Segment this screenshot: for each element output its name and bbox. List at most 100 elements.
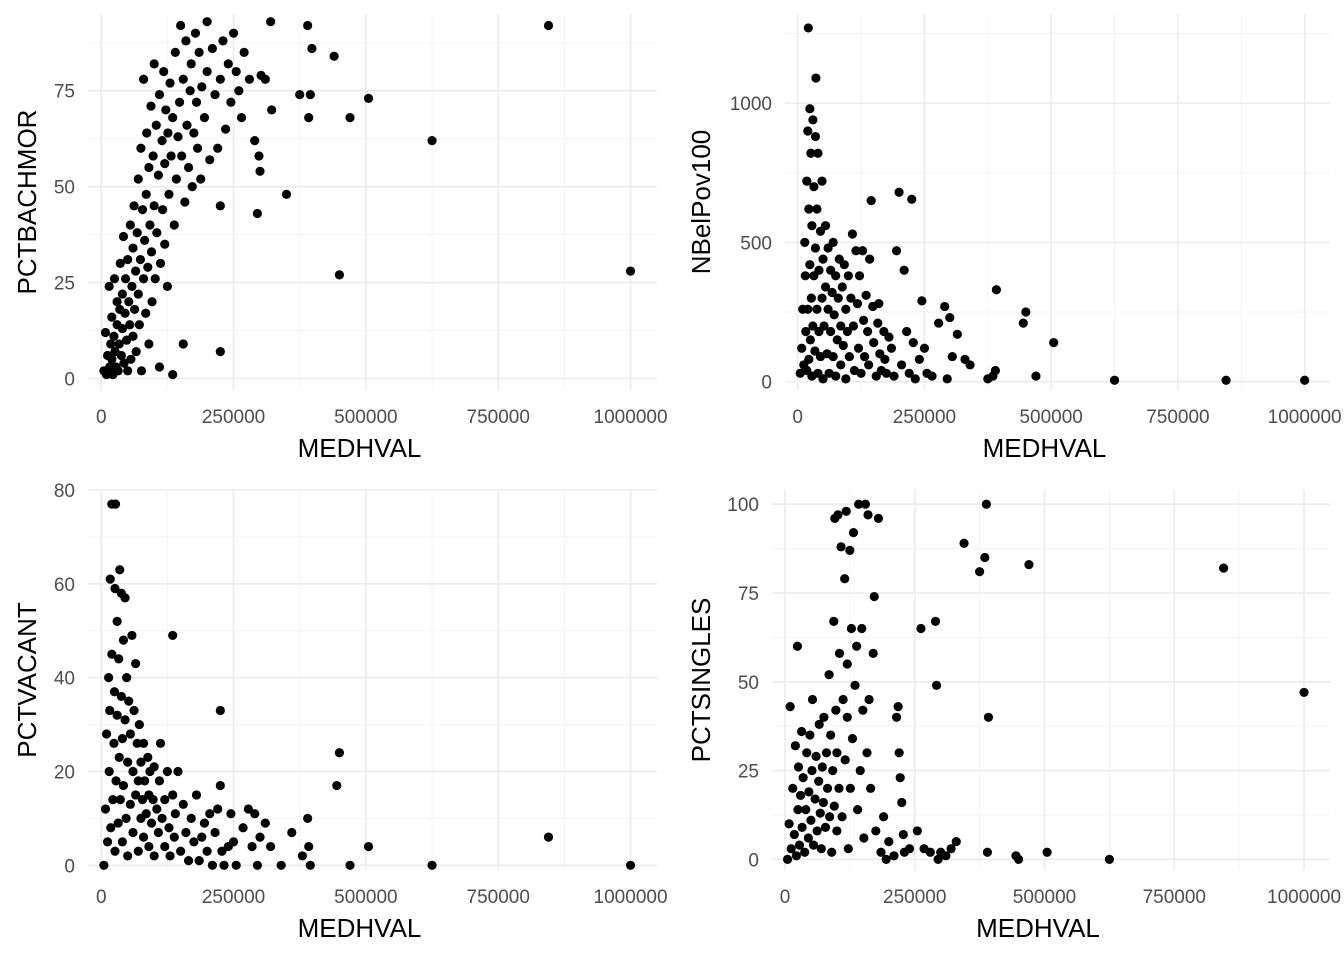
x-tick-label: 250000 (883, 887, 946, 908)
y-axis-title: PCTSINGLES (686, 598, 716, 763)
data-point (144, 841, 154, 852)
data-point (100, 327, 111, 338)
data-point (848, 528, 859, 538)
data-point (117, 734, 128, 744)
data-point (332, 780, 342, 791)
data-point (112, 616, 122, 626)
x-tick-label: 750000 (467, 407, 530, 428)
data-point (806, 815, 816, 825)
data-point (1299, 687, 1309, 698)
data-point (215, 780, 225, 791)
data-point (852, 641, 862, 651)
data-point (106, 823, 116, 833)
data-point (99, 860, 109, 870)
data-point (782, 854, 793, 864)
data-point (143, 262, 153, 272)
data-point (128, 331, 138, 341)
data-point (107, 649, 117, 659)
data-point (307, 43, 317, 54)
data-point (866, 783, 876, 793)
data-point (252, 860, 262, 870)
data-point (820, 282, 831, 292)
data-point (786, 844, 796, 854)
data-point (104, 673, 114, 683)
data-point (132, 738, 142, 748)
y-axis-title: PCTBACHMOR (12, 110, 42, 295)
data-point (853, 343, 864, 353)
data-point (138, 274, 149, 284)
data-point (168, 630, 178, 641)
x-tick-label: 1000000 (594, 887, 668, 908)
data-point (823, 304, 833, 314)
data-point (805, 260, 815, 270)
data-point (194, 47, 204, 57)
data-point (933, 854, 943, 864)
data-point (841, 374, 851, 384)
data-point (125, 799, 135, 809)
data-point (112, 710, 122, 720)
data-point (136, 143, 146, 153)
data-point (836, 542, 846, 552)
data-point (189, 128, 199, 138)
data-point (169, 220, 179, 230)
data-point (794, 840, 805, 850)
data-point (894, 748, 904, 758)
data-point (808, 321, 818, 331)
data-point (810, 131, 821, 142)
data-point (795, 790, 806, 801)
data-point (842, 659, 852, 669)
data-point (168, 112, 178, 123)
data-point (117, 324, 128, 334)
data-point (850, 680, 860, 690)
data-point (173, 766, 183, 777)
data-point (843, 844, 853, 854)
data-point (826, 326, 836, 337)
data-point (829, 310, 839, 320)
data-point (143, 752, 153, 763)
x-axis-title: MEDHVAL (976, 913, 1100, 943)
data-point (305, 89, 315, 100)
data-point (959, 538, 969, 548)
data-point (151, 120, 161, 130)
data-point (873, 513, 884, 524)
data-point (832, 335, 842, 345)
data-point (785, 702, 795, 712)
data-point (1042, 847, 1052, 857)
data-point (862, 748, 872, 758)
data-point (144, 339, 154, 349)
data-point (427, 136, 437, 146)
data-point (792, 641, 803, 651)
data-point (802, 748, 812, 758)
data-point (127, 630, 137, 641)
data-point (304, 841, 314, 852)
data-point (812, 826, 822, 836)
data-point (178, 799, 188, 809)
data-point (250, 136, 260, 146)
data-point (1021, 307, 1031, 317)
data-point (110, 846, 120, 856)
data-point (170, 47, 180, 57)
data-point (148, 151, 158, 161)
data-point (140, 235, 150, 245)
data-point (119, 358, 129, 368)
data-point (118, 635, 129, 645)
data-point (202, 66, 212, 77)
data-point (837, 812, 847, 822)
data-point (252, 208, 262, 219)
data-point (226, 97, 236, 107)
data-point (363, 93, 374, 104)
data-point (163, 128, 173, 138)
data-point (1221, 375, 1231, 385)
data-point (843, 271, 853, 281)
data-point (818, 254, 828, 264)
data-point (120, 308, 130, 318)
data-point (166, 151, 176, 161)
data-point (162, 766, 172, 777)
data-point (543, 832, 554, 842)
x-tick-label: 500000 (334, 887, 397, 908)
panel-pctbachmor-vs-medhval: 0 250000 500000 750000 1000000 0 25 50 75 MEDHVAL… (12, 14, 668, 463)
data-point (832, 748, 842, 758)
data-point (129, 201, 139, 211)
data-point (812, 204, 822, 214)
data-point (128, 827, 138, 838)
